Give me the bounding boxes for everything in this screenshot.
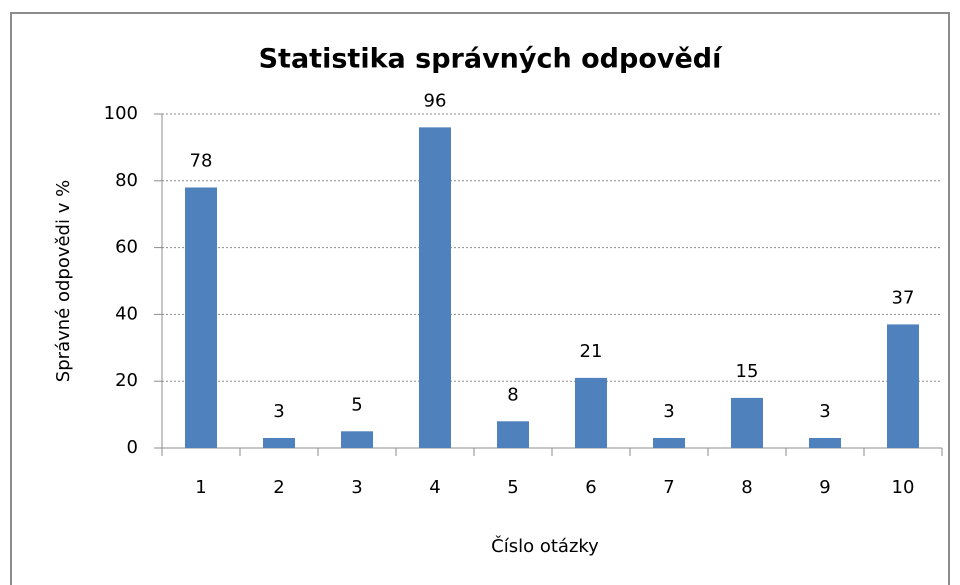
x-tick-label: 5 (507, 477, 518, 498)
bar (263, 437, 295, 448)
data-label: 78 (190, 150, 213, 171)
y-axis-label: Správné odpovědi v % (53, 180, 74, 382)
y-tick-label: 80 (115, 170, 138, 191)
y-tick-label: 60 (115, 237, 138, 258)
bar (575, 377, 607, 448)
data-label: 21 (580, 341, 603, 362)
data-label: 96 (424, 90, 447, 111)
x-tick-label: 9 (819, 477, 830, 498)
x-axis-label: Číslo otázky (491, 535, 599, 557)
y-tick-label: 20 (115, 370, 138, 391)
data-label: 3 (273, 401, 284, 422)
bar (341, 431, 373, 448)
x-tick-label: 10 (892, 477, 915, 498)
bar (497, 421, 529, 448)
x-tick-label: 6 (585, 477, 596, 498)
x-tick-label: 8 (741, 477, 752, 498)
x-tick-label: 1 (195, 477, 206, 498)
data-label: 37 (892, 287, 915, 308)
y-tick-label: 100 (104, 103, 138, 124)
data-label: 5 (351, 394, 362, 415)
x-tick-label: 2 (273, 477, 284, 498)
x-tick-label: 4 (429, 477, 440, 498)
bar (653, 437, 685, 448)
x-tick-label: 7 (663, 477, 674, 498)
y-tick-label: 40 (115, 303, 138, 324)
data-label: 3 (663, 401, 674, 422)
bar (419, 127, 451, 449)
bar (809, 437, 841, 448)
y-tick-label: 0 (127, 437, 138, 458)
bar (887, 324, 919, 448)
chart-frame (10, 12, 950, 585)
chart-title: Statistika správných odpovědí (259, 44, 724, 75)
bar (185, 187, 217, 449)
x-tick-label: 3 (351, 477, 362, 498)
data-label: 8 (507, 384, 518, 405)
data-label: 15 (736, 361, 759, 382)
bar (731, 397, 763, 448)
data-label: 3 (819, 401, 830, 422)
